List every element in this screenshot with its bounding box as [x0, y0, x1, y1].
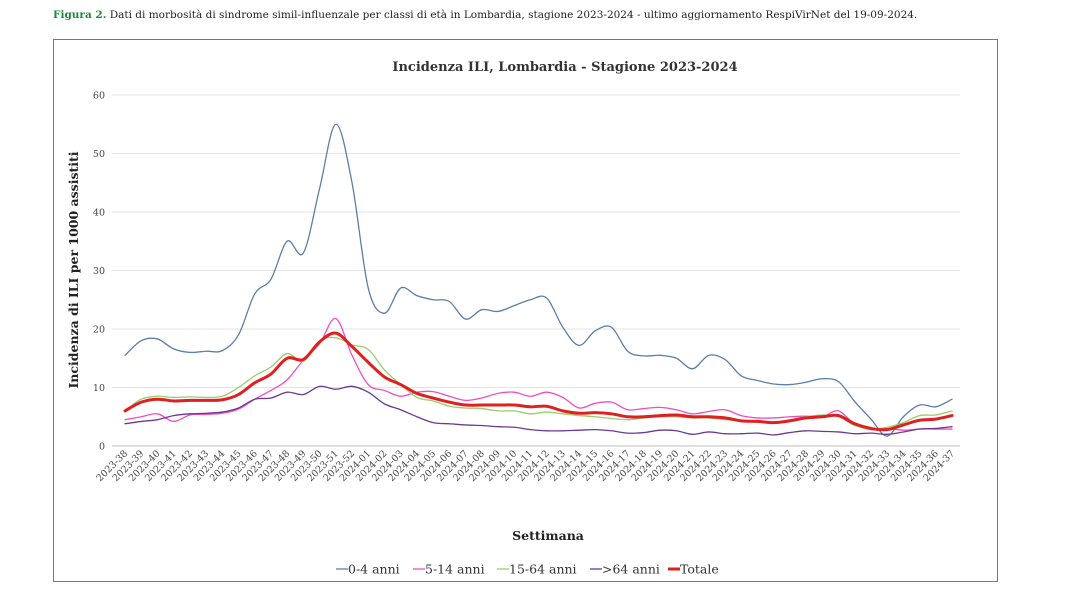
x-tick-labels: 2023-382023-392023-402023-412023-422023-… — [94, 448, 957, 484]
series-line-3 — [124, 385, 953, 436]
legend-label: >64 anni — [602, 562, 660, 577]
y-tick-label: 10 — [93, 383, 105, 394]
grid-lines — [112, 94, 960, 447]
y-tick-labels: 0 10 20 30 40 50 60 — [93, 91, 105, 453]
series-line-0 — [124, 123, 953, 437]
series-lines — [123, 123, 954, 437]
series-line-4 — [123, 331, 954, 432]
legend-label: 5-14 anni — [425, 562, 485, 577]
y-tick-label: 40 — [93, 208, 105, 219]
x-axis-label: Settimana — [512, 528, 584, 543]
legend: 0-4 anni 5-14 anni 15-64 anni >64 anni Total… — [336, 562, 719, 577]
legend-label: 0-4 anni — [348, 562, 400, 577]
figure-label: Figura 2. — [53, 9, 107, 21]
chart-title: Incidenza ILI, Lombardia - Stagione 2023… — [392, 60, 737, 75]
y-tick-label: 30 — [93, 266, 105, 277]
y-tick-label: 0 — [99, 442, 105, 453]
y-tick-label: 20 — [93, 325, 105, 336]
legend-label: Totale — [680, 562, 719, 577]
caption-text: Dati di morbosità di sindrome simil-infl… — [106, 9, 918, 21]
y-axis-label: Incidenza di ILI per 1000 assistiti — [66, 151, 81, 388]
series-line-2 — [124, 336, 953, 430]
chart-frame — [53, 39, 998, 582]
y-tick-label: 50 — [93, 149, 105, 160]
figure-caption: Figura 2. Dati di morbosità di sindrome … — [53, 9, 917, 21]
y-tick-label: 60 — [93, 91, 105, 102]
legend-label: 15-64 anni — [509, 562, 577, 577]
